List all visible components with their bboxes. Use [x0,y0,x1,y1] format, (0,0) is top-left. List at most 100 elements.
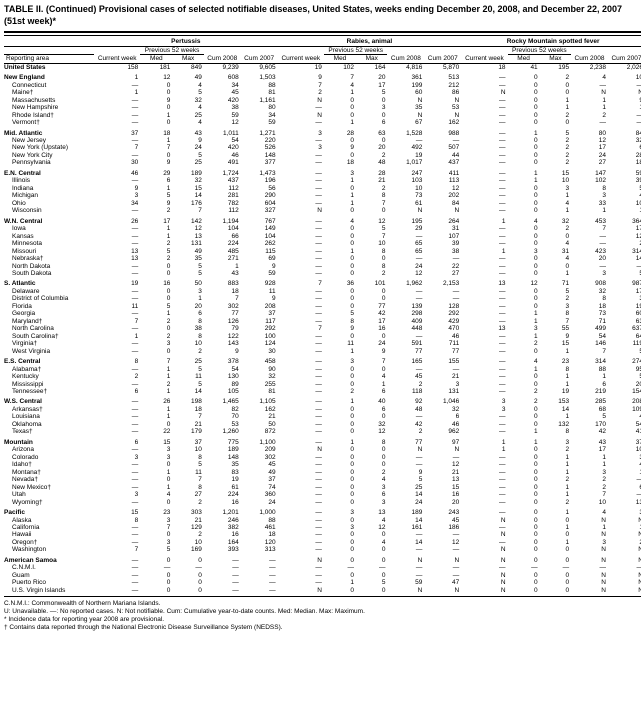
cell: 1 [324,248,356,255]
cell: 29 [140,170,172,177]
cell: 0 [140,89,172,96]
cell: — [461,119,507,126]
footnote: C.N.M.I.: Commonwealth of Northern Maria… [4,600,641,608]
cell: — [204,572,241,579]
cell: 19 [94,280,140,287]
cell: 9 [241,263,278,270]
area-name: New York City [4,152,94,159]
cell: 2 [608,240,641,247]
cell: 1 [140,310,172,317]
cell: 7 [278,280,324,287]
cell: 3 [172,288,203,295]
cell: 8 [324,318,356,325]
cell: 195 [387,218,424,225]
cell: 0 [508,112,540,119]
cell: 7 [172,207,203,214]
cell: 104 [204,225,241,232]
cell: 1 [140,137,172,144]
table-row: Oklahoma—0215350—0324246—013217054 [4,421,641,428]
cell: 9,239 [204,63,241,71]
cell: 453 [571,218,608,225]
cell: 11 [172,469,203,476]
cell: 0 [508,97,540,104]
cell: 0 [508,572,540,579]
area-name: Nevada† [4,476,94,483]
cell: 1 [324,348,356,355]
cell: 1 [204,263,241,270]
cell: 1 [608,469,641,476]
cell: 1 [540,192,571,199]
cell: 271 [204,255,241,262]
table-row: Mountain615377751,100—1877971134337 [4,439,641,446]
col-current: Current week [94,46,140,63]
cell: 1,528 [387,130,424,137]
cell: 0 [508,509,540,516]
table-row: Maine†10545812156086N00NN [4,89,641,96]
cell: 1 [461,446,507,453]
cell: 7 [94,318,140,325]
cell: 46 [204,152,241,159]
cell: — [461,318,507,325]
cell: 849 [172,63,203,71]
cell: 6 [571,381,608,388]
cell: — [278,318,324,325]
cell: 0 [356,454,387,461]
col-med: Med [324,55,356,63]
cell: 27 [172,491,203,498]
cell: — [94,579,140,586]
area-name: Missouri [4,248,94,255]
cell: 26 [140,398,172,405]
cell: 128 [424,303,461,310]
col-max: Max [356,55,387,63]
cell: 103 [387,177,424,184]
cell: 247 [387,170,424,177]
cell: 1 [571,524,608,531]
cell: — [278,348,324,355]
cell: — [278,517,324,524]
cell: — [94,295,140,302]
cell: 21 [424,373,461,380]
cell: 7 [571,348,608,355]
cell: 1 [324,579,356,586]
area-name: Illinois [4,177,94,184]
cell: 0 [356,97,387,104]
cell: 492 [387,144,424,151]
cell: 1 [140,469,172,476]
cell: 14 [540,406,571,413]
table-row: Nevada†—071937—04513—022— [4,476,641,483]
cell: 246 [204,517,241,524]
area-name: Mississippi [4,381,94,388]
cell: 38 [172,325,203,332]
cell: 9 [540,333,571,340]
cell: 0 [540,517,571,524]
cell: 48 [387,406,424,413]
col-med: Med [508,55,540,63]
cell: 9 [324,325,356,332]
cell: N [571,517,608,524]
footnote: U: Unavailable. —: No reported cases. N:… [4,608,641,616]
cell: 147 [571,170,608,177]
cell: — [461,373,507,380]
cell: 0 [324,421,356,428]
area-name: Pennsylvania [4,159,94,166]
cell: — [387,461,424,468]
cell: 0 [508,152,540,159]
cell: 0 [508,233,540,240]
cell: — [387,137,424,144]
col-max: Max [540,55,571,63]
cell: 0 [540,579,571,586]
cell: 16 [204,499,241,506]
cell: — [461,192,507,199]
cell: — [387,572,424,579]
cell: 17 [356,318,387,325]
cell: 17 [571,446,608,453]
cell: 377 [241,159,278,166]
cell: 7 [356,200,387,207]
cell: 89 [204,381,241,388]
cell: 2 [356,270,387,277]
cell: 18 [172,406,203,413]
cell: 285 [571,398,608,405]
cell: — [94,539,140,546]
cell: 0 [324,137,356,144]
cell: — [94,348,140,355]
